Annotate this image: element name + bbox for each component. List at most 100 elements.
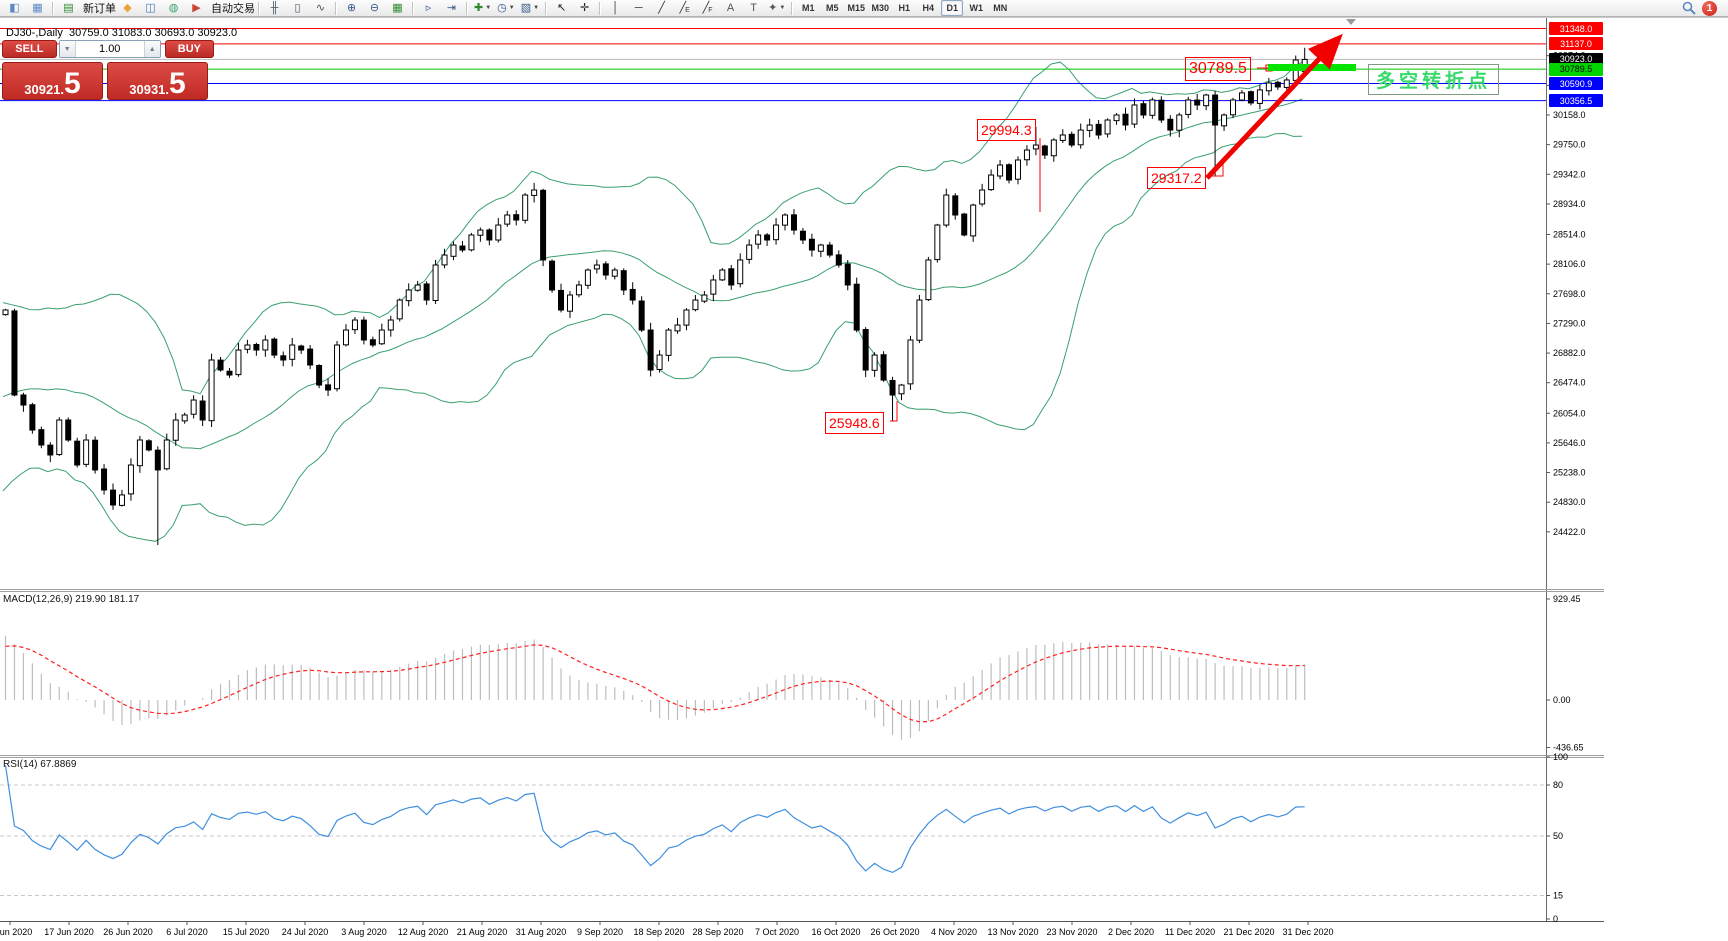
svg-text:25646.0: 25646.0 (1553, 438, 1586, 448)
svg-text:9 Sep 2020: 9 Sep 2020 (577, 927, 623, 937)
auto-scroll-button[interactable]: ▹ (425, 1, 432, 14)
svg-text:26 Jun 2020: 26 Jun 2020 (103, 927, 153, 937)
chart-annotations[interactable] (890, 33, 1356, 422)
chart-window-icon[interactable]: ◧ (9, 1, 20, 14)
sell-button[interactable]: SELL (2, 40, 57, 58)
candles-layer (2, 47, 1308, 546)
svg-text:28934.0: 28934.0 (1553, 199, 1586, 209)
toolbar-separator (258, 1, 260, 15)
periods-button[interactable]: ◷ ▼ (497, 1, 515, 14)
pivot-note-cn[interactable]: 多空转折点 (1368, 64, 1500, 95)
svg-text:16 Oct 2020: 16 Oct 2020 (811, 927, 860, 937)
trendline-button[interactable]: ╱ (658, 1, 665, 14)
svg-text:21 Aug 2020: 21 Aug 2020 (457, 927, 508, 937)
volume-input[interactable] (75, 41, 144, 57)
line-chart-button[interactable]: ∿ (315, 1, 326, 14)
indicators-button[interactable]: ✚ ▼ (474, 1, 492, 14)
timeframe-m1-button[interactable]: M1 (802, 3, 815, 13)
svg-text:12 Aug 2020: 12 Aug 2020 (398, 927, 449, 937)
timeframe-m30-button[interactable]: M30 (871, 3, 890, 13)
svg-text:15 Jul 2020: 15 Jul 2020 (223, 927, 270, 937)
price-note-29994.3[interactable]: 29994.3 (977, 119, 1036, 141)
zoom-in-button[interactable]: ⊕ (346, 1, 357, 14)
price-note-25948.6[interactable]: 25948.6 (825, 412, 884, 434)
price-note-29317.2[interactable]: 29317.2 (1147, 167, 1206, 189)
svg-text:25238.0: 25238.0 (1553, 468, 1586, 478)
price-label-30789.5: 30789.5 (1549, 62, 1603, 76)
buy-price-main: 30931 (129, 82, 166, 97)
timeframe-w1-button[interactable]: W1 (969, 3, 984, 13)
volume-decrease-button[interactable]: ▼ (59, 41, 76, 57)
new-order-button-label[interactable]: 新订单 (83, 3, 116, 15)
price-axis-ticks: 30974.030566.030158.029750.029342.028934… (1546, 51, 1586, 537)
timeframe-m5-button[interactable]: M5 (826, 3, 839, 13)
cursor-button[interactable]: ↖ (556, 1, 567, 14)
data-window-icon[interactable]: ▦ (32, 1, 43, 14)
sell-price-box[interactable]: 30921. 5 (2, 62, 103, 100)
price-label-30356.5: 30356.5 (1549, 94, 1603, 108)
search-icon[interactable] (1682, 1, 1696, 15)
trend-arrow[interactable] (1205, 33, 1343, 180)
macd-label: MACD(12,26,9) 219.90 181.17 (3, 594, 140, 605)
auto-trading-button[interactable]: ▶ (192, 1, 201, 14)
candlestick-button[interactable]: ▯ (294, 1, 301, 14)
tile-windows-button[interactable]: ▦ (392, 1, 403, 14)
svg-text:17 Jun 2020: 17 Jun 2020 (44, 927, 94, 937)
svg-text:0.00: 0.00 (1553, 695, 1571, 705)
notification-badge[interactable]: 1 (1702, 0, 1717, 16)
crosshair-button[interactable]: ✛ (579, 1, 590, 14)
auto-trading-button-label[interactable]: 自动交易 (211, 3, 255, 15)
volume-increase-button[interactable]: ▲ (143, 41, 160, 57)
svg-text:13 Nov 2020: 13 Nov 2020 (987, 927, 1038, 937)
buy-price-dot: . (165, 82, 170, 97)
svg-text:80: 80 (1553, 780, 1563, 790)
toolbar-separator (545, 1, 548, 15)
hline-button[interactable]: ─ (634, 1, 643, 14)
timeframe-d1-button[interactable]: D1 (941, 0, 964, 16)
timeframe-mn-button[interactable]: MN (993, 3, 1008, 13)
templates-button[interactable]: ▧ ▼ (520, 1, 540, 14)
market-watch-icon[interactable]: ◫ (145, 1, 156, 14)
svg-text:15: 15 (1553, 891, 1563, 901)
svg-text:23 Nov 2020: 23 Nov 2020 (1046, 927, 1097, 937)
rsi-label: RSI(14) 67.8869 (3, 759, 77, 770)
svg-text:31 Dec 2020: 31 Dec 2020 (1282, 927, 1333, 937)
svg-text:26054.0: 26054.0 (1553, 408, 1586, 418)
channel-button[interactable]: ╱ E (679, 1, 690, 15)
price-label-31348.0: 31348.0 (1549, 22, 1603, 36)
text-button[interactable]: A (726, 1, 735, 14)
buy-button[interactable]: BUY (164, 40, 214, 58)
shapes-button[interactable]: ✦ ▼ (768, 1, 786, 14)
buy-price-box[interactable]: 30931. 5 (107, 62, 208, 100)
zoom-out-button[interactable]: ⊖ (369, 1, 380, 14)
chart-shift-button[interactable]: ⇥ (446, 1, 457, 14)
svg-text:11 Dec 2020: 11 Dec 2020 (1165, 927, 1215, 937)
volume-stepper: ▼ ▲ (58, 40, 161, 58)
svg-text:21 Dec 2020: 21 Dec 2020 (1223, 927, 1274, 937)
timeframe-m15-button[interactable]: M15 (847, 3, 866, 13)
vline-button[interactable]: │ (612, 1, 620, 14)
timeframe-h1-button[interactable]: H1 (898, 3, 911, 13)
svg-text:4 Nov 2020: 4 Nov 2020 (931, 927, 977, 937)
sell-price-main: 30921 (24, 82, 61, 97)
svg-text:18 Sep 2020: 18 Sep 2020 (633, 927, 684, 937)
toolbar-separator (791, 1, 794, 15)
svg-text:929.45: 929.45 (1553, 594, 1581, 604)
buy-price-big-digit: 5 (169, 67, 186, 100)
bar-chart-button[interactable]: ╫ (270, 1, 279, 14)
favorites-icon[interactable]: ◆ (123, 1, 132, 14)
svg-text:28514.0: 28514.0 (1553, 229, 1586, 239)
timeframe-h4-button[interactable]: H4 (922, 3, 935, 13)
toolbar-separator (466, 1, 468, 15)
svg-text:26 Oct 2020: 26 Oct 2020 (870, 927, 919, 937)
price-note-30789.5[interactable]: 30789.5 (1185, 57, 1251, 81)
toolbar-separator (335, 1, 337, 15)
svg-text:27290.0: 27290.0 (1553, 318, 1586, 328)
label-button[interactable]: T (750, 1, 757, 14)
new-order-button[interactable]: ▤ (63, 1, 74, 14)
signals-icon[interactable]: ◍ (168, 1, 179, 14)
svg-text:28 Sep 2020: 28 Sep 2020 (692, 927, 743, 937)
fibonacci-button[interactable]: ╱ F (702, 1, 713, 15)
